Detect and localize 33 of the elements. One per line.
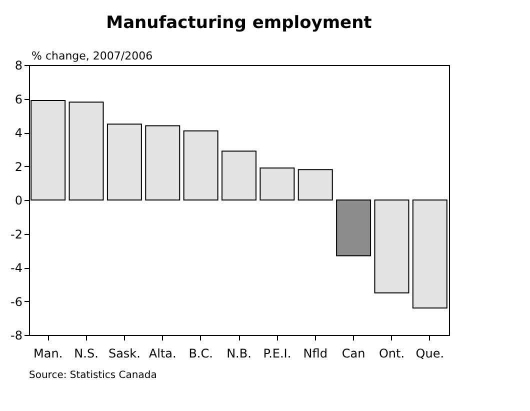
x-tick-label: Can <box>342 346 366 360</box>
source-note: Source: Statistics Canada <box>29 370 157 381</box>
bar <box>298 169 333 200</box>
x-tick-label: Nfld <box>303 346 328 360</box>
y-tick-label: 0 <box>14 194 22 208</box>
y-tick-label: -2 <box>10 227 22 242</box>
bar <box>68 102 104 200</box>
bar <box>145 125 180 200</box>
bar <box>412 200 448 308</box>
bar <box>260 167 295 200</box>
bar <box>374 200 410 294</box>
x-tick-label: Ont. <box>378 346 405 360</box>
y-tick-label: -6 <box>10 294 22 309</box>
x-tick-label: N.B. <box>226 346 252 360</box>
bar <box>222 150 256 200</box>
y-tick-label: 2 <box>14 160 22 174</box>
x-tick-label: N.S. <box>74 346 98 360</box>
x-tick-label: Sask. <box>108 346 140 360</box>
y-tick-label: 4 <box>14 126 22 140</box>
x-tick-label: P.E.I. <box>263 346 292 360</box>
y-tick-label: -4 <box>10 261 22 275</box>
x-tick-label: B.C. <box>188 346 213 360</box>
bar <box>183 130 218 200</box>
y-tick-label: 8 <box>14 58 22 72</box>
x-tick-label: Que. <box>416 346 444 360</box>
bar <box>336 200 372 256</box>
chart-title: Manufacturing employment <box>106 13 372 33</box>
x-tick-label: Man. <box>34 346 63 360</box>
y-axis-title: % change, 2007/2006 <box>32 50 153 62</box>
y-tick-label: -8 <box>10 328 22 342</box>
x-tick-label: Alta. <box>148 346 176 360</box>
y-tick-label: 6 <box>14 92 22 106</box>
bar <box>106 124 142 200</box>
